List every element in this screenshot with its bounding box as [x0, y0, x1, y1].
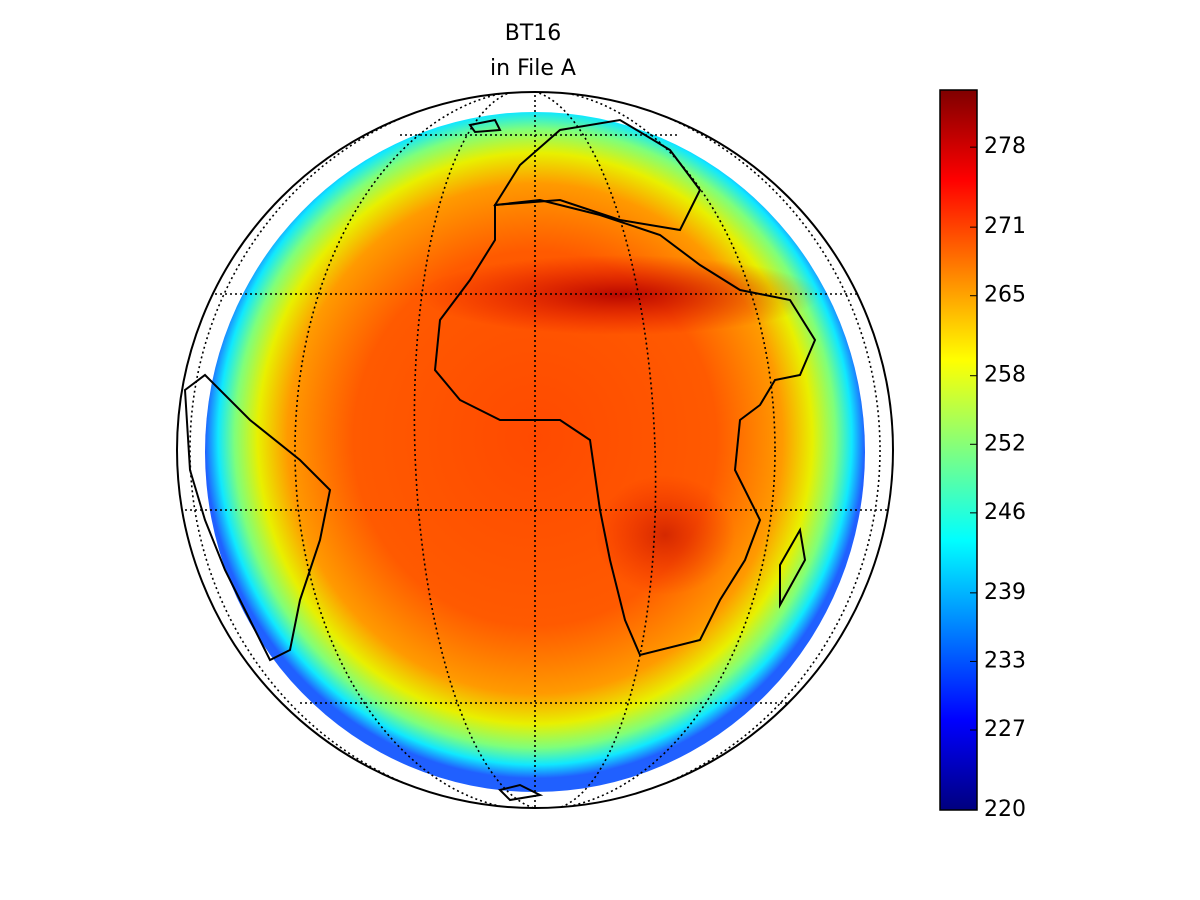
colorbar: 220 227 233 239 246 252 258 265 271 278	[939, 89, 1026, 822]
colorbar-gradient	[939, 89, 978, 811]
globe	[176, 91, 894, 809]
colorbar-tick-label: 239	[984, 580, 1026, 605]
map-subtitle: in File A	[490, 56, 576, 81]
hot-regions	[420, 255, 820, 595]
colorbar-tick-label: 220	[984, 797, 1026, 822]
colorbar-tick-label: 278	[984, 134, 1026, 159]
map-title: BT16	[505, 21, 562, 46]
colorbar-tick-label: 252	[984, 431, 1026, 456]
colorbar-tick-label: 258	[984, 363, 1026, 388]
colorbar-tick-label: 265	[984, 283, 1026, 308]
colorbar-tick-label: 227	[984, 717, 1026, 742]
coastlines	[183, 118, 817, 802]
colorbar-tick-label: 246	[984, 500, 1026, 525]
graticule	[177, 92, 893, 808]
colorbar-tick-label: 233	[984, 648, 1026, 673]
colorbar-tick-label: 271	[984, 214, 1026, 239]
